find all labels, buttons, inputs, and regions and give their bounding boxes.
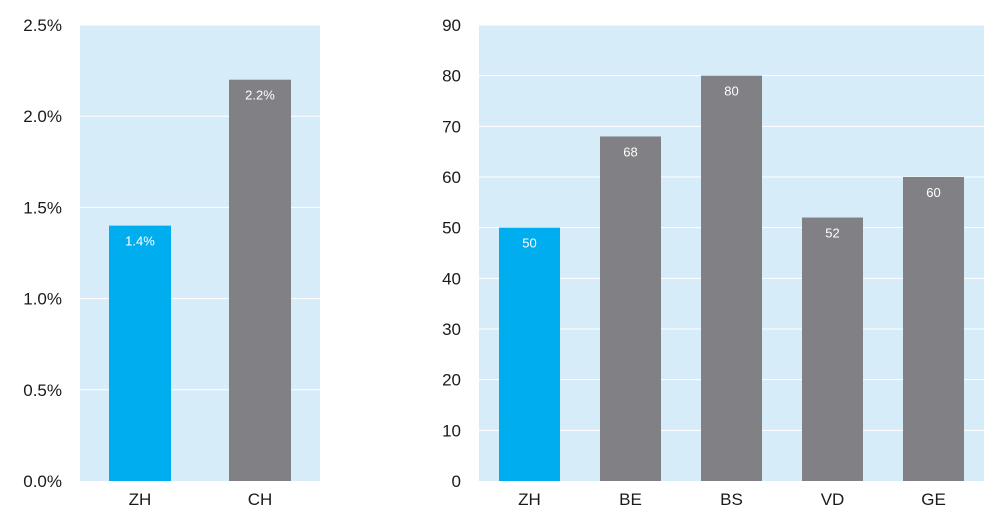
right-y-tick-label: 80 xyxy=(442,67,461,86)
right-y-tick-label: 20 xyxy=(442,371,461,390)
right-y-tick-label: 10 xyxy=(442,421,461,440)
right-y-tick-label: 70 xyxy=(442,117,461,136)
right-category-label-ge: GE xyxy=(921,490,946,509)
right-y-tick-label: 30 xyxy=(442,320,461,339)
right-bar-be xyxy=(600,136,661,481)
right-category-label-vd: VD xyxy=(821,490,845,509)
right-y-tick-label: 60 xyxy=(442,168,461,187)
right-data-label-zh: 50 xyxy=(522,236,536,251)
right-category-label-be: BE xyxy=(619,490,642,509)
right-data-label-bs: 80 xyxy=(724,84,738,99)
right-data-label-ge: 60 xyxy=(926,185,940,200)
left-y-tick-label: 0.5% xyxy=(23,381,62,400)
right-bar-vd xyxy=(802,217,863,482)
right-y-tick-label: 40 xyxy=(442,269,461,288)
right-bar-zh xyxy=(499,227,560,481)
left-bar-zh xyxy=(109,225,171,481)
right-category-label-zh: ZH xyxy=(518,490,541,509)
left-bar-ch xyxy=(229,79,291,481)
left-y-tick-label: 0.0% xyxy=(23,472,62,491)
right-data-label-be: 68 xyxy=(623,144,637,159)
left-y-tick-label: 1.5% xyxy=(23,198,62,217)
left-y-tick-label: 2.5% xyxy=(23,16,62,35)
right-bar-ge xyxy=(903,177,964,481)
right-category-label-bs: BS xyxy=(720,490,743,509)
left-y-tick-label: 1.0% xyxy=(23,290,62,309)
left-category-label-zh: ZH xyxy=(129,490,152,509)
left-data-label-ch: 2.2% xyxy=(245,88,275,103)
right-y-tick-label: 50 xyxy=(442,219,461,238)
left-data-label-zh: 1.4% xyxy=(125,234,155,249)
left-y-tick-label: 2.0% xyxy=(23,107,62,126)
right-bar-bs xyxy=(701,75,762,482)
right-y-tick-label: 0 xyxy=(452,472,461,491)
right-y-tick-label: 90 xyxy=(442,16,461,35)
left-category-label-ch: CH xyxy=(248,490,273,509)
right-data-label-vd: 52 xyxy=(825,226,839,241)
